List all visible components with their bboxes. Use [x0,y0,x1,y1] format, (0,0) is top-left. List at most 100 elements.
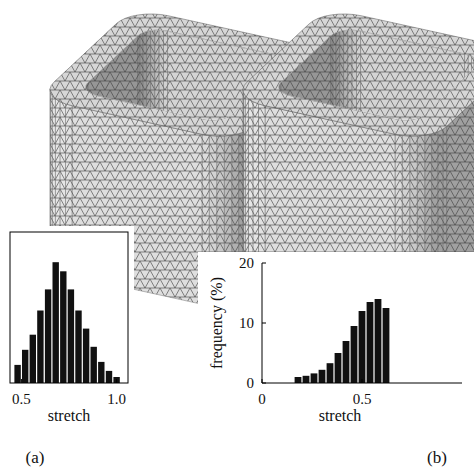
inner-wall-mesh [138,34,140,206]
inner-wall-mesh [140,33,143,204]
y-tick-label: 0 [247,375,255,391]
inner-wall [340,31,344,202]
inner-wall-mesh [352,30,356,200]
x-tick [362,379,363,383]
y-axis-title: frequency (%) [208,277,226,369]
inner-wall-mesh [164,31,168,202]
bar [106,371,112,383]
inner-wall [336,32,340,203]
inner-wall-mesh [151,30,155,201]
bar [98,362,104,383]
inner-wall-mesh [278,84,280,256]
inner-wall [147,31,151,202]
y-tick [262,263,266,264]
inner-wall [164,31,168,202]
y-tick-label: 10 [239,315,254,331]
outer-wall [243,89,244,262]
inner-wall [465,54,469,225]
x-tick-label: 1.0 [107,391,126,407]
inner-wall-mesh [336,32,340,203]
outer-wall [245,96,248,269]
inner-wall-mesh [331,34,333,206]
outer-wall [248,99,253,272]
inner-wall [151,30,155,201]
bar [22,350,28,383]
x-tick [116,379,117,383]
inner-wall-mesh [468,55,471,226]
inner-wall [280,83,281,255]
inner-wall-mesh [88,36,138,253]
outer-wall-mesh [245,96,248,269]
inner-wall-mesh [147,31,151,202]
x-tick [262,379,263,383]
bar [375,299,382,383]
inner-wall [357,31,361,202]
inner-wall-mesh [361,31,465,224]
inner-wall-mesh [465,54,469,225]
bar [68,289,74,383]
panel-label: (a) [26,448,45,467]
outer-wall-mesh [259,104,266,276]
bar [303,376,310,383]
outer-wall-mesh [243,89,244,262]
inner-wall-mesh [159,30,163,200]
x-tick-label: 0 [258,391,266,407]
bar [14,365,20,383]
panel-label: (b) [427,448,447,467]
bar [83,329,89,383]
inner-wall-mesh [348,30,352,200]
bars [295,299,390,383]
inner-wall-mesh [340,31,344,202]
bar [335,353,342,383]
inner-wall-mesh [333,33,336,204]
outer-wall-mesh [243,92,245,265]
bar [113,377,119,383]
inner-walls [279,30,474,256]
bar [351,326,358,383]
bar [359,311,366,383]
outer-wall-mesh [248,99,253,272]
inner-wall-mesh [281,36,331,253]
inner-wall [331,34,333,206]
bar [311,373,318,383]
bar [60,271,66,383]
outer-wall-mesh [253,102,259,274]
plot-frame [10,232,128,383]
outer-wall [259,104,266,276]
inner-wall [344,30,348,201]
bar [319,370,326,383]
histogram-panel: 0.51.0stretch [0,226,134,426]
figure: 0.51.0stretch(a)00.501020stretchfrequenc… [0,0,474,474]
inner-wall [333,33,336,204]
inner-wall-mesh [155,30,159,200]
panel-background [0,226,134,426]
bar [343,341,350,383]
x-axis-title: stretch [48,407,91,424]
inner-wall [159,30,163,200]
bar [367,302,374,383]
inner-wall [361,31,465,224]
bars [14,262,119,383]
histogram-panel: 00.501020stretchfrequency (%) [198,252,474,474]
inner-wall [140,33,143,204]
bar [75,311,81,384]
inner-wall [138,34,140,206]
x-tick [21,379,22,383]
panel-background [198,252,474,474]
inner-wall [468,55,471,226]
inner-wall [143,32,147,203]
inner-wall [155,30,159,200]
inner-wall-mesh [344,30,348,201]
bar [91,347,97,383]
x-tick-label: 0.5 [353,391,372,407]
inner-wall [278,84,280,256]
bar [327,363,334,383]
inner-wall [352,30,356,200]
inner-wall [281,36,331,253]
bar [53,262,59,383]
inner-wall-mesh [472,56,474,228]
bar [45,289,51,383]
bar [383,308,390,383]
y-tick [262,323,266,324]
inner-wall [472,56,474,228]
